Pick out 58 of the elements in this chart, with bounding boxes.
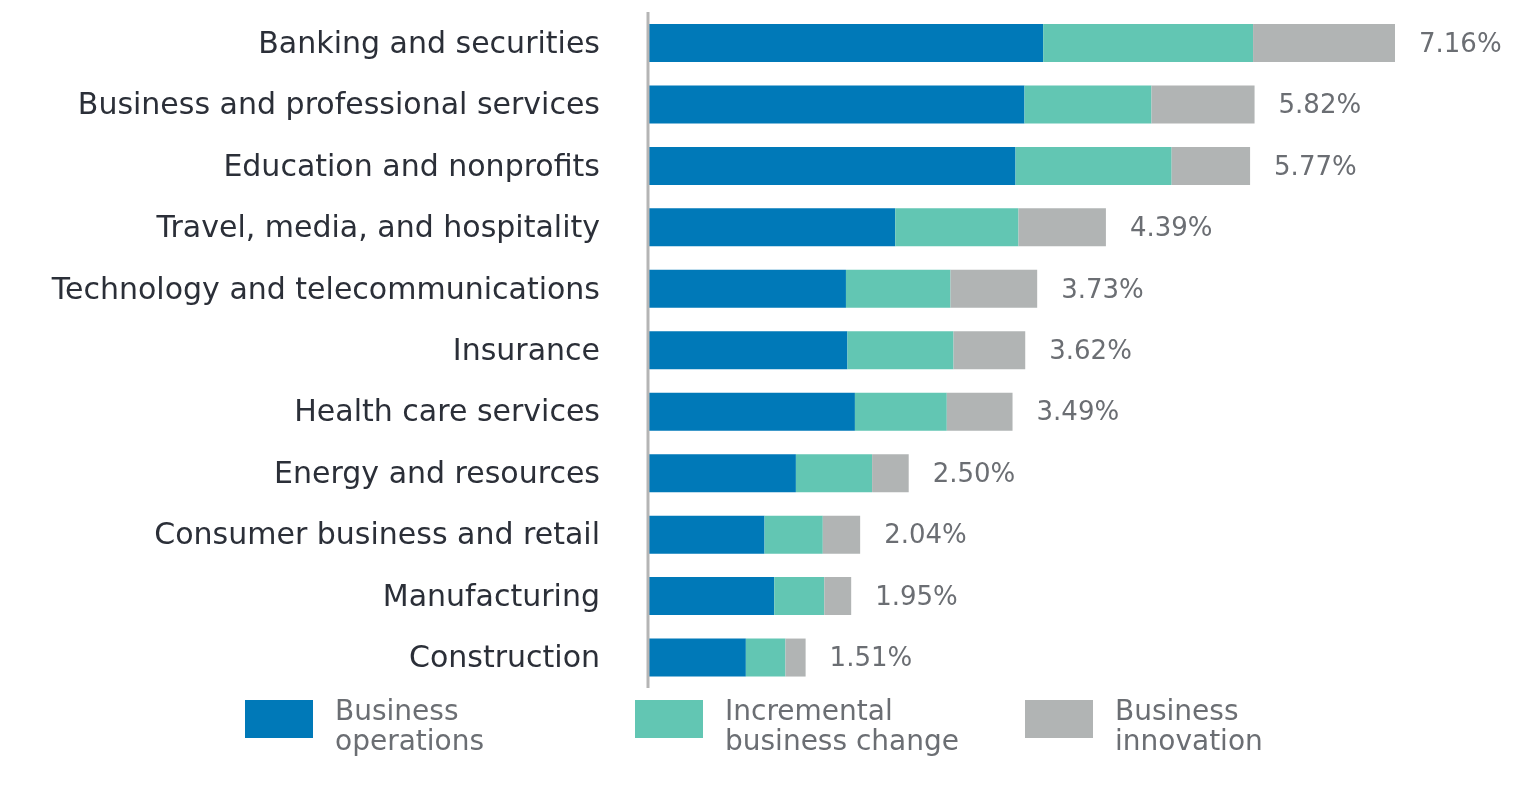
bar [648, 392, 855, 431]
annotation: 4.39% [1129, 212, 1213, 243]
bar [1018, 208, 1106, 247]
bar [648, 24, 1044, 62]
bar [648, 331, 848, 370]
y-tick-label: Technology and telecommunications [50, 270, 600, 306]
bar [822, 515, 861, 554]
bar [648, 454, 796, 493]
bar [1043, 24, 1254, 62]
annotation: 3.73% [1061, 273, 1144, 304]
bar [950, 269, 1038, 308]
bar [764, 515, 823, 554]
y-tick-label: Banking and securities [258, 24, 600, 60]
bar [648, 208, 896, 247]
annotation: 3.62% [1049, 335, 1132, 365]
y-tick-label: Manufacturing [382, 577, 600, 613]
bar [824, 577, 852, 616]
bar [1015, 146, 1172, 185]
y-tick-label: Construction [408, 639, 600, 675]
bar [648, 638, 746, 677]
bar [785, 638, 806, 677]
y-tick-label: Travel, media, and hospitality [155, 209, 600, 245]
bar [845, 269, 951, 308]
y-tick-label: Energy and resources [274, 454, 600, 490]
bar [847, 331, 954, 370]
annotation: 7.16% [1419, 27, 1502, 58]
bar [953, 331, 1026, 370]
y-tick-label: Insurance [452, 332, 600, 367]
annotation: 2.04% [884, 519, 967, 550]
annotation: 2.50% [932, 457, 1016, 488]
legend-label: Business innovation [1115, 694, 1264, 757]
bar [1253, 24, 1395, 62]
legend-label: Business operations [335, 694, 486, 757]
bar [648, 269, 846, 308]
y-tick-label: Education and nonprofits [223, 147, 600, 183]
legend-label: Incremental business change [725, 694, 960, 757]
bar [895, 208, 1019, 247]
y-tick-label: Health care services [294, 393, 600, 429]
bar [872, 454, 909, 493]
bar [1151, 85, 1255, 124]
annotation: 5.82% [1278, 89, 1362, 120]
bar [1171, 146, 1251, 185]
bar [648, 146, 1016, 185]
annotation: 5.77% [1274, 150, 1357, 181]
annotation: 1.95% [875, 580, 958, 611]
bar [795, 454, 873, 493]
annotation: 1.51% [829, 642, 913, 673]
bar [648, 577, 775, 616]
bar [1024, 85, 1152, 124]
bar [854, 392, 947, 431]
bar [648, 85, 1025, 124]
bar [745, 638, 786, 677]
bar [648, 515, 765, 554]
bar [774, 577, 825, 616]
y-tick-label: Business and professional services [77, 86, 600, 122]
y-tick-label: Consumer business and retail [154, 516, 600, 552]
bar [946, 392, 1013, 431]
annotation: 3.49% [1036, 396, 1120, 427]
